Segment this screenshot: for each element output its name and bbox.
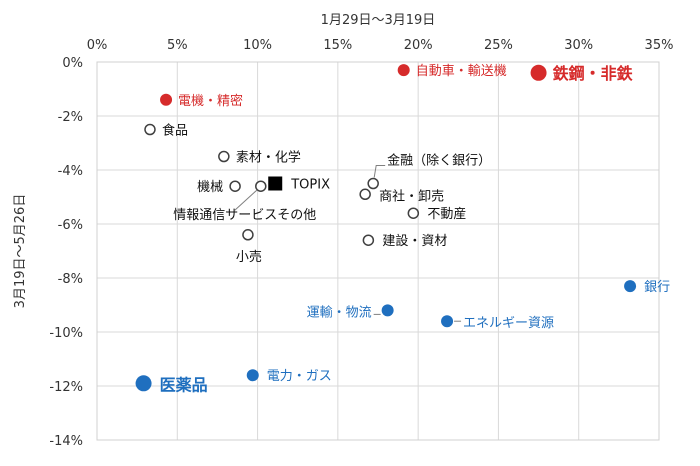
data-label: 金融（除く銀行） — [387, 153, 491, 169]
data-point — [246, 369, 259, 382]
data-label: 食品 — [162, 123, 188, 139]
x-axis-title: 1月29日～3月19日 — [321, 13, 436, 28]
x-tick-label: 0% — [87, 38, 108, 53]
leader-line — [234, 189, 258, 211]
data-label: 鉄鋼・非鉄 — [553, 64, 633, 83]
y-axis-title: 3月19日～5月26日 — [13, 194, 28, 309]
data-point — [144, 123, 156, 136]
data-point — [530, 64, 547, 81]
leader-line — [373, 165, 386, 178]
data-point — [624, 280, 637, 293]
data-label: 電機・精密 — [178, 93, 243, 109]
data-label: 素材・化学 — [236, 150, 301, 166]
data-point — [255, 180, 267, 192]
data-point-topix — [268, 176, 283, 191]
x-tick-label: 5% — [167, 38, 188, 53]
data-point — [160, 93, 173, 106]
data-point — [359, 188, 371, 201]
plot-area-frame — [96, 61, 660, 441]
data-label: 商社・卸売 — [379, 188, 444, 204]
data-label: 機械 — [197, 180, 223, 195]
data-label: エネルギー資源 — [463, 316, 554, 331]
data-point — [242, 229, 254, 241]
y-tick-label: -2% — [58, 110, 83, 125]
y-tick-label: -10% — [49, 326, 83, 341]
x-tick-label: 25% — [484, 38, 513, 53]
data-label: 医薬品 — [160, 375, 208, 394]
data-points — [135, 64, 637, 392]
data-label: 電力・ガス — [267, 369, 332, 384]
x-tick-label: 10% — [243, 38, 272, 53]
data-point — [362, 234, 375, 246]
grid-lines — [96, 61, 660, 441]
y-tick-label: -12% — [49, 380, 83, 395]
x-tick-label: 35% — [645, 38, 674, 53]
y-tick-labels: 0% -2% -4% -6% -8% -10% -12% -14% — [49, 56, 83, 449]
y-tick-label: 0% — [62, 56, 83, 71]
x-tick-label: 30% — [564, 38, 593, 53]
y-tick-label: -4% — [58, 164, 83, 179]
data-point — [407, 207, 420, 219]
data-point — [381, 304, 394, 317]
data-point — [135, 375, 152, 392]
y-tick-label: -6% — [58, 218, 83, 233]
data-label: 不動産 — [427, 206, 466, 222]
data-point — [367, 177, 379, 190]
leader-lines — [234, 165, 462, 322]
data-label: 情報通信サービスその他 — [173, 208, 316, 223]
data-point — [397, 64, 410, 77]
data-label: 運輸・物流 — [307, 305, 372, 320]
data-label: 小売 — [236, 249, 262, 265]
data-point — [218, 150, 230, 163]
data-label: 建設・資材 — [382, 233, 447, 249]
y-tick-label: -8% — [58, 272, 83, 287]
x-tick-labels: 0% 5% 10% 15% 20% 25% 30% 35% — [87, 38, 674, 53]
x-tick-label: 20% — [404, 38, 433, 53]
x-tick-label: 15% — [323, 38, 352, 53]
data-point — [441, 315, 454, 328]
data-label: TOPIX — [290, 178, 330, 193]
data-label: 自動車・輸送機 — [416, 64, 507, 79]
y-tick-label: -14% — [49, 434, 83, 449]
data-point — [229, 180, 241, 192]
data-label: 銀行 — [644, 280, 670, 295]
